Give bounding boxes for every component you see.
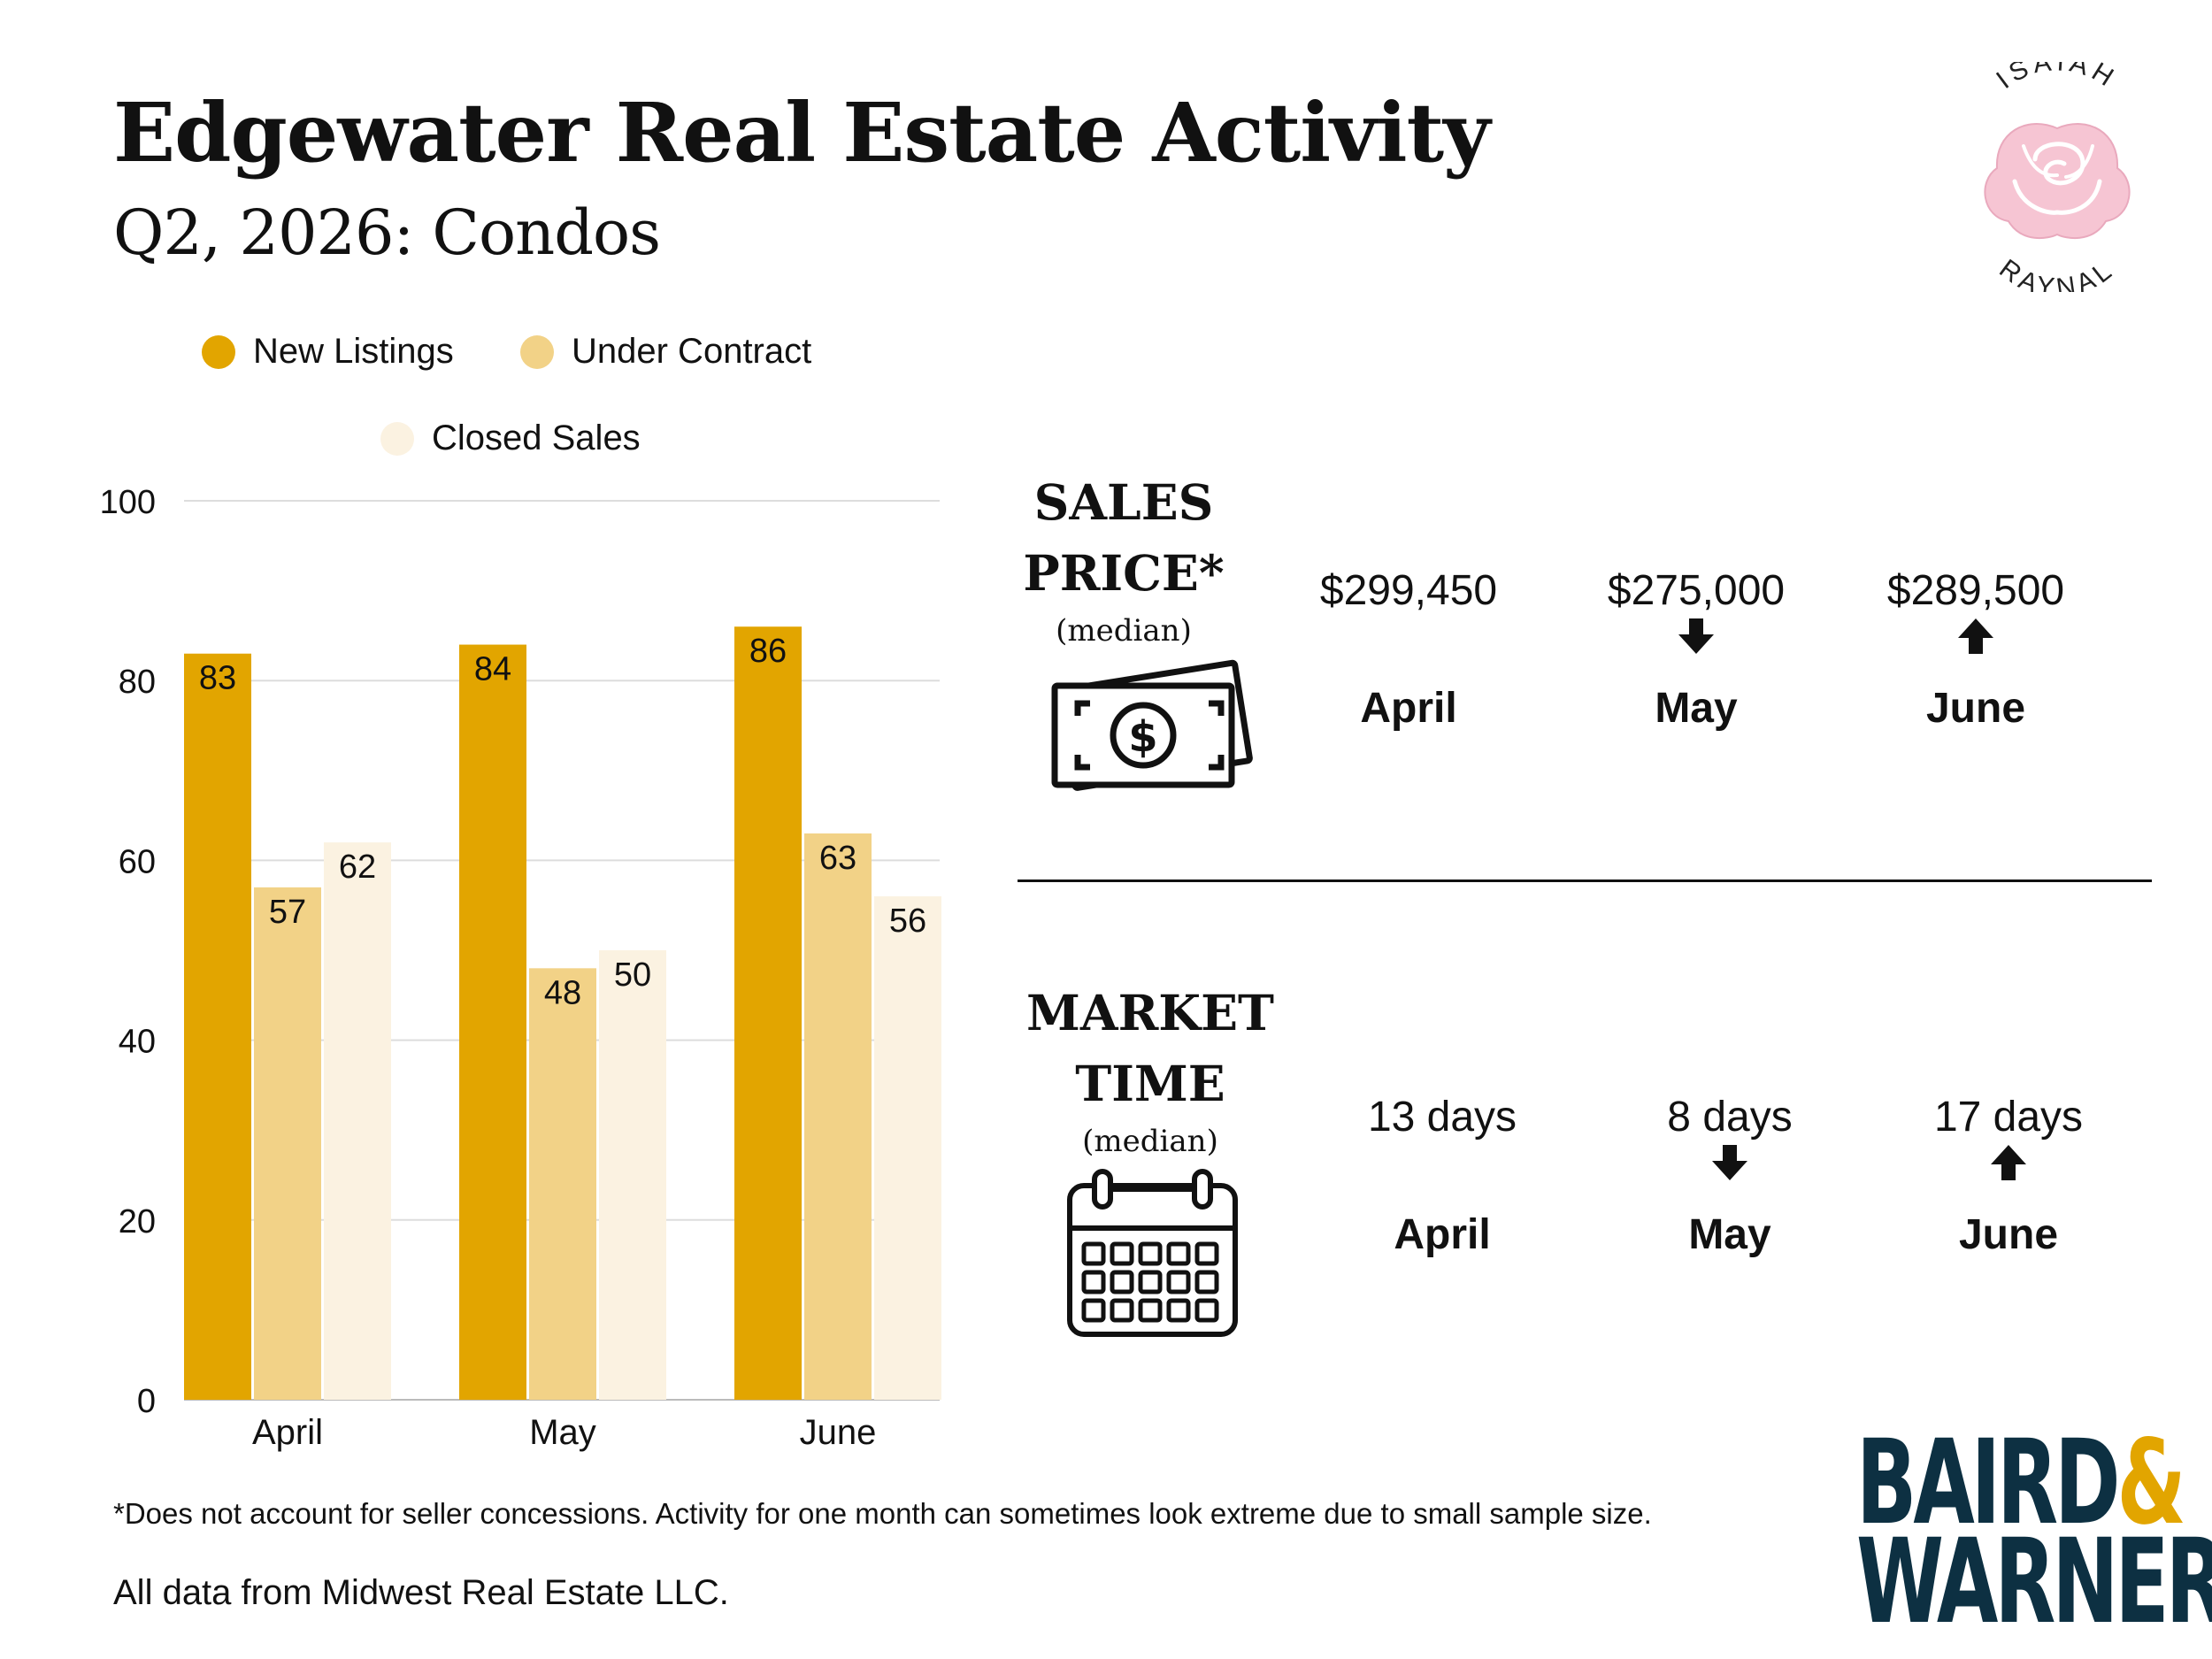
legend-swatch [380, 421, 414, 456]
bar-data-label: 48 [544, 974, 581, 1011]
arrow-up-icon [1834, 615, 2117, 657]
market-time-value: 13 days [1367, 1094, 1517, 1141]
market-time-may: 8 days May [1588, 1093, 1871, 1259]
bar-data-label: 84 [474, 651, 511, 688]
bar-data-label: 57 [269, 894, 306, 931]
legend-label: New Listings [253, 332, 454, 371]
sales-price-label-line1: SALES [1033, 473, 1214, 531]
y-tick-label: 80 [119, 664, 156, 701]
bar [254, 887, 321, 1400]
arrow-down-icon [1588, 1141, 1871, 1184]
svg-text:RAYNAL: RAYNAL [1993, 254, 2120, 292]
legend-label: Under Contract [572, 332, 812, 371]
section-divider [1018, 879, 2152, 882]
month-label: June [1958, 1211, 2059, 1258]
month-label: April [1360, 685, 1457, 732]
legend-label: Closed Sales [432, 419, 641, 457]
rose-logo: ISAIAH RAYNAL [1984, 62, 2131, 292]
arrow-up-icon [1867, 1141, 2150, 1184]
calendar-icon [1067, 1169, 1238, 1337]
x-tick-label: May [529, 1413, 596, 1452]
bar [459, 644, 526, 1400]
sales-price-label-line2: PRICE* [1023, 544, 1225, 602]
market-time-label-line2: TIME [1075, 1055, 1225, 1112]
market-time-june: 17 days June [1867, 1093, 2150, 1259]
month-label: April [1394, 1211, 1491, 1258]
market-time-value: 8 days [1667, 1094, 1793, 1141]
logo-agent-last: RAYNAL [1993, 254, 2116, 292]
bar-data-label: 50 [614, 956, 651, 994]
bar-data-label: 86 [749, 633, 787, 670]
sales-price-april: $299,450 April [1267, 566, 1550, 733]
y-tick-label: 20 [119, 1203, 156, 1240]
bar [599, 950, 666, 1400]
data-source: All data from Midwest Real Estate LLC. [113, 1573, 729, 1612]
y-tick-label: 40 [119, 1024, 156, 1061]
bar [324, 842, 391, 1400]
sales-price-june: $289,500 June [1834, 566, 2117, 733]
legend-item-new-listings: New Listings [202, 332, 454, 372]
svg-text:ISAIAH: ISAIAH [1991, 62, 2122, 95]
market-time-median-note: (median) [1082, 1124, 1218, 1159]
sales-price-median-note: (median) [1056, 613, 1192, 649]
x-tick-label: June [800, 1413, 877, 1452]
bar [804, 833, 872, 1400]
page-title: Edgewater Real Estate Activity [113, 85, 1491, 180]
y-tick-label: 0 [137, 1383, 156, 1420]
month-label: June [1925, 685, 2026, 732]
sales-price-value: $289,500 [1886, 567, 2065, 614]
logo-line1: BAIRD [1856, 1415, 2121, 1551]
trend-placeholder [1301, 1141, 1584, 1184]
month-label: May [1688, 1211, 1771, 1258]
bar-data-label: 63 [819, 840, 856, 877]
market-time-april: 13 days April [1301, 1093, 1584, 1259]
legend-item-closed-sales: Closed Sales [380, 419, 641, 458]
bar [184, 653, 251, 1400]
sales-price-value: $299,450 [1319, 567, 1498, 614]
baird-warner-logo: BAIRD& WARNER [1856, 1425, 2212, 1650]
money-bill-icon: $ [1051, 659, 1253, 791]
bar-data-label: 62 [339, 849, 376, 886]
footnote: *Does not account for seller concessions… [113, 1497, 1652, 1530]
legend-swatch [520, 334, 554, 369]
arrow-down-icon [1555, 615, 1838, 657]
bar [529, 968, 596, 1400]
legend-swatch [202, 334, 235, 369]
svg-text:$: $ [1128, 712, 1157, 762]
market-time-label-line1: MARKET [1026, 984, 1274, 1041]
logo-line2: WARNER [1856, 1514, 2212, 1650]
bar [734, 626, 802, 1400]
bar [874, 896, 941, 1400]
logo-agent-first: ISAIAH [1991, 62, 2117, 95]
month-label: May [1655, 685, 1738, 732]
bar-data-label: 83 [199, 660, 236, 697]
page-subtitle: Q2, 2026: Condos [113, 196, 661, 269]
sales-price-may: $275,000 May [1555, 566, 1838, 733]
x-tick-label: April [252, 1413, 323, 1452]
trend-placeholder [1267, 615, 1550, 657]
market-time-value: 17 days [1933, 1094, 2084, 1141]
sales-price-value: $275,000 [1607, 567, 1786, 614]
bar-data-label: 56 [889, 902, 926, 940]
logo-ampersand: & [2116, 1415, 2186, 1551]
y-tick-label: 100 [100, 484, 156, 521]
rose-icon [1984, 123, 2131, 240]
y-tick-label: 60 [119, 843, 156, 880]
bar-chart: 0 20 40 60 80 100 83 57 62 April 84 48 50 May 86 63 56 Ju… [100, 484, 941, 1452]
legend-item-under-contract: Under Contract [520, 332, 811, 372]
